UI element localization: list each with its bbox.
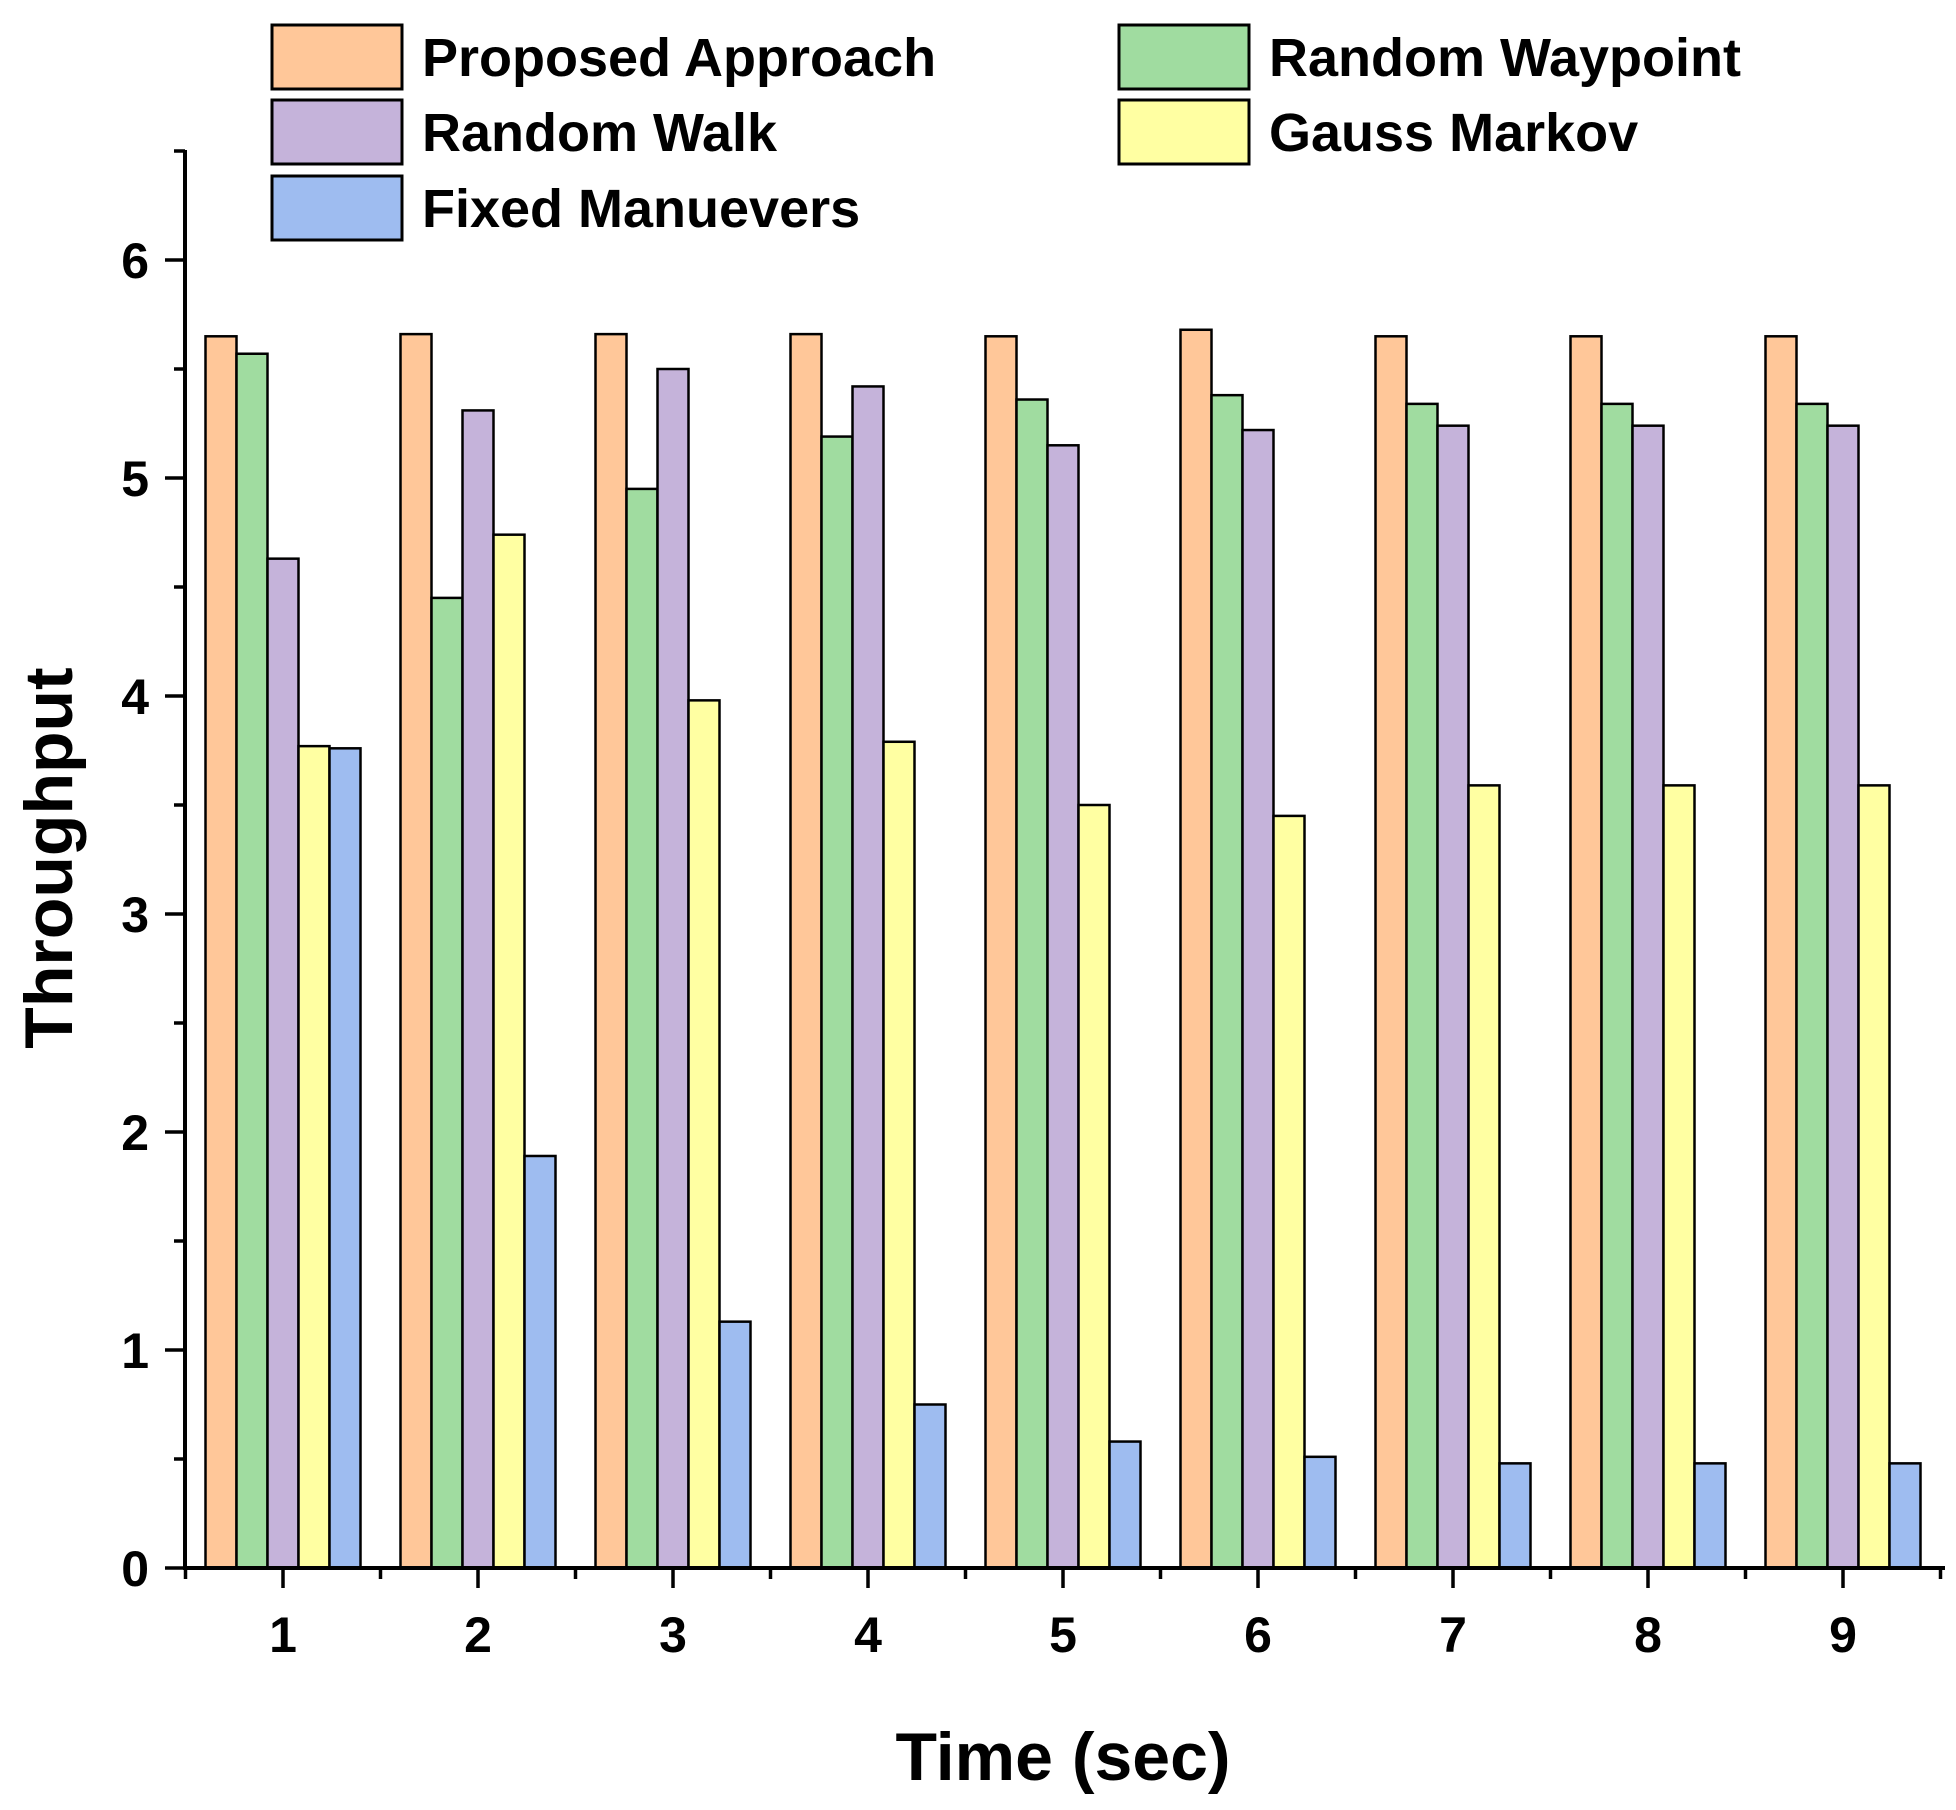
bar-gauss-markov-1	[297, 744, 331, 1570]
legend-label: Random Walk	[422, 103, 778, 163]
legend: Proposed Approach Random Waypoint Random W…	[270, 23, 1741, 242]
bar-random-walk-4	[851, 385, 885, 1570]
y-tick-label: 5	[121, 451, 149, 507]
legend-swatch	[1117, 23, 1251, 91]
bar-fixed-manuevers-6	[1303, 1455, 1337, 1570]
bar-random-walk-1	[266, 557, 300, 1570]
bar-gauss-markov-7	[1467, 784, 1501, 1570]
x-tick-label: 2	[464, 1607, 492, 1663]
legend-item-proposed-approach: Proposed Approach	[270, 23, 936, 91]
y-tick-label: 2	[121, 1105, 149, 1161]
bar-fixed-manuevers-3	[718, 1320, 752, 1570]
bar-gauss-markov-3	[687, 699, 721, 1570]
y-tick-label: 4	[121, 669, 149, 725]
y-axis-title: Throughput	[11, 667, 87, 1048]
x-tick-label: 3	[659, 1607, 687, 1663]
bar-random-waypoint-9	[1795, 402, 1829, 1570]
y-tick-label: 3	[121, 887, 149, 943]
y-tick-label: 6	[121, 233, 149, 289]
bar-fixed-manuevers-2	[523, 1154, 557, 1570]
bar-proposed-approach-8	[1569, 335, 1603, 1570]
bar-fixed-manuevers-7	[1498, 1462, 1532, 1570]
bar-proposed-approach-5	[984, 335, 1018, 1570]
bars-layer	[204, 328, 1922, 1570]
bar-fixed-manuevers-9	[1888, 1462, 1922, 1570]
x-tick-label: 5	[1049, 1607, 1077, 1663]
bar-random-walk-6	[1241, 428, 1275, 1570]
x-tick-label: 4	[854, 1607, 882, 1663]
bar-random-walk-7	[1436, 424, 1470, 1570]
bar-proposed-approach-6	[1179, 328, 1213, 1570]
bar-random-walk-5	[1046, 444, 1080, 1570]
legend-item-gauss-markov: Gauss Markov	[1117, 98, 1638, 166]
x-tick-label: 1	[269, 1607, 297, 1663]
bar-proposed-approach-7	[1374, 335, 1408, 1570]
bar-gauss-markov-8	[1662, 784, 1696, 1570]
bar-random-walk-8	[1631, 424, 1665, 1570]
bar-fixed-manuevers-5	[1108, 1440, 1142, 1570]
bar-proposed-approach-9	[1764, 335, 1798, 1570]
bar-random-walk-2	[461, 409, 495, 1570]
legend-item-fixed-manuevers: Fixed Manuevers	[270, 174, 860, 242]
bar-random-walk-9	[1826, 424, 1860, 1570]
bar-proposed-approach-4	[789, 332, 823, 1570]
bar-gauss-markov-9	[1857, 784, 1891, 1570]
legend-swatch	[270, 174, 404, 242]
bar-random-walk-3	[656, 367, 690, 1570]
bar-proposed-approach-2	[399, 332, 433, 1570]
bar-proposed-approach-1	[204, 335, 238, 1570]
bar-gauss-markov-6	[1272, 814, 1306, 1570]
bar-random-waypoint-4	[820, 435, 854, 1570]
bar-random-waypoint-8	[1600, 402, 1634, 1570]
x-tick-label: 7	[1439, 1607, 1467, 1663]
legend-swatch	[270, 98, 404, 166]
x-tick-label: 6	[1244, 1607, 1272, 1663]
bar-gauss-markov-4	[882, 740, 916, 1570]
x-tick-label: 9	[1829, 1607, 1857, 1663]
bar-fixed-manuevers-1	[328, 747, 362, 1570]
bar-gauss-markov-2	[492, 533, 526, 1570]
bar-random-waypoint-6	[1210, 393, 1244, 1570]
bar-random-waypoint-5	[1015, 398, 1049, 1570]
x-tick-label: 8	[1634, 1607, 1662, 1663]
bar-random-waypoint-3	[625, 487, 659, 1570]
bar-random-waypoint-1	[235, 352, 269, 1570]
legend-label: Proposed Approach	[422, 28, 936, 88]
y-tick-label: 0	[121, 1541, 149, 1597]
legend-item-random-walk: Random Walk	[270, 98, 778, 166]
legend-swatch	[270, 23, 404, 91]
bar-random-waypoint-2	[430, 596, 464, 1570]
ticks-layer: 0 1 2 3 4 5 6 1 2 3 4 5 6 7 8 9	[121, 149, 1943, 1663]
bar-proposed-approach-3	[594, 332, 628, 1570]
x-axis-title: Time (sec)	[895, 1719, 1230, 1795]
legend-item-random-waypoint: Random Waypoint	[1117, 23, 1741, 91]
bar-fixed-manuevers-4	[913, 1403, 947, 1570]
legend-label: Random Waypoint	[1269, 28, 1741, 88]
bar-random-waypoint-7	[1405, 402, 1439, 1570]
legend-label: Fixed Manuevers	[422, 179, 860, 239]
y-tick-label: 1	[121, 1323, 149, 1379]
bar-gauss-markov-5	[1077, 803, 1111, 1570]
legend-label: Gauss Markov	[1269, 103, 1638, 163]
bar-fixed-manuevers-8	[1693, 1462, 1727, 1570]
legend-swatch	[1117, 98, 1251, 166]
